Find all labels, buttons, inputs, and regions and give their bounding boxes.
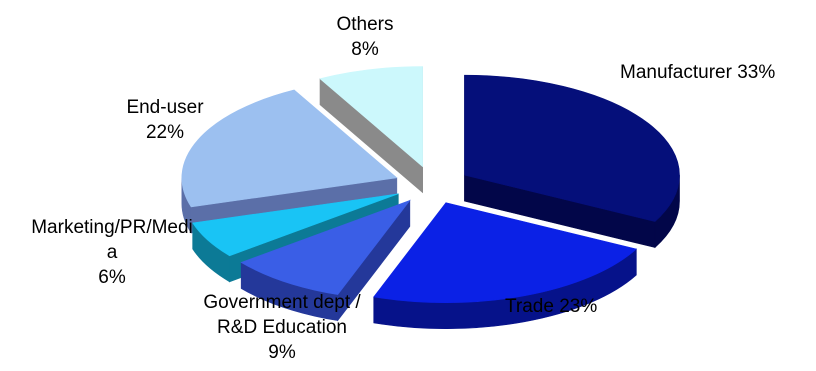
slice-trade-top [373, 202, 637, 303]
label-marketing: Marketing/PR/Medi a 6% [31, 217, 193, 288]
slice-marketing-top [192, 193, 399, 257]
slice-others-top [319, 66, 423, 168]
label-end-user: End-user 22% [126, 97, 204, 143]
slice-government-top [240, 199, 411, 295]
slice-manufacturer-top [464, 74, 680, 222]
label-manufacturer: Manufacturer 33% [620, 62, 776, 83]
label-trade: Trade 23% [505, 296, 598, 317]
slice-end-user-top [181, 89, 398, 208]
label-government: Government dept / R&D Education 9% [203, 292, 361, 363]
label-others: Others 8% [336, 14, 394, 60]
